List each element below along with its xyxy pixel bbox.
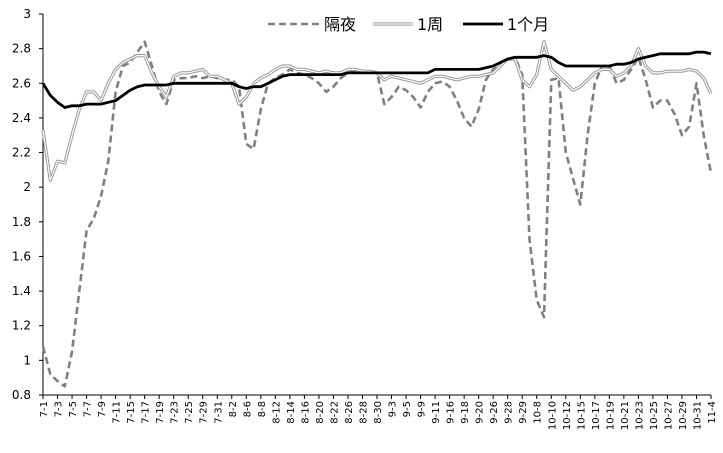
x-tick-label: 8-22 (329, 401, 340, 424)
y-tick-label: 2.4 (12, 111, 31, 125)
x-tick-label: 7-1 (39, 401, 50, 417)
series-line-1m (41, 50, 712, 109)
x-tick-label: 8-26 (344, 401, 355, 424)
x-tick-label: 9-5 (402, 401, 413, 417)
y-tick-label: 1.2 (12, 319, 31, 333)
x-tick-label: 11-4 (707, 401, 718, 424)
x-tick-label: 9-28 (504, 401, 515, 424)
x-tick-label: 8-8 (257, 401, 268, 417)
x-tick-label: 9-26 (489, 401, 500, 424)
x-tick-label: 10-12 (562, 401, 573, 430)
x-tick-label: 8-20 (315, 401, 326, 424)
y-tick-label: 1.6 (12, 249, 31, 263)
x-tick-label: 8-6 (242, 401, 253, 417)
x-tick-label: 7-15 (126, 401, 137, 424)
y-tick-label: 1.8 (12, 215, 31, 229)
x-tick-label: 8-30 (373, 401, 384, 424)
x-tick-label: 7-25 (184, 401, 195, 424)
x-tick-label: 9-18 (460, 401, 471, 424)
x-tick-label: 7-29 (199, 401, 210, 424)
x-tick-label: 10-8 (533, 401, 544, 424)
x-tick-label: 10-29 (678, 401, 689, 430)
x-tick-label: 10-10 (547, 401, 558, 430)
series-lines (41, 40, 713, 388)
x-tick-label: 7-9 (97, 401, 108, 417)
x-tick-label: 10-17 (591, 401, 602, 430)
x-tick-label: 7-31 (213, 401, 224, 424)
x-tick-label: 10-15 (576, 401, 587, 430)
legend: 隔夜 1周 1个月 (268, 15, 549, 34)
y-tick-label: 2 (23, 180, 31, 194)
x-tick-label: 10-19 (605, 401, 616, 430)
x-tick-label: 7-11 (112, 401, 123, 424)
y-tick-label: 1.4 (12, 284, 31, 298)
y-tick-label: 3 (23, 7, 31, 21)
x-tick-label: 9-20 (475, 401, 486, 424)
x-tick-label: 7-3 (54, 401, 65, 417)
x-tick-label: 10-27 (663, 401, 674, 430)
x-tick-label: 8-12 (271, 401, 282, 424)
legend-label: 隔夜 (324, 15, 356, 34)
x-tick-label: 10-21 (620, 401, 631, 430)
x-tick-label: 7-19 (155, 401, 166, 424)
x-tick-label: 8-14 (286, 401, 297, 424)
legend-label: 1个月 (507, 15, 549, 34)
x-tick-label: 7-17 (141, 401, 152, 424)
x-tick-label: 7-7 (83, 401, 94, 417)
x-tick-labels: 7-1 7-3 7-5 7-7 7-9 7-11 7-15 7-17 7-19 7-23 7-25 7… (39, 395, 718, 430)
x-tick-label: 9-9 (417, 401, 428, 417)
x-tick-label: 8-28 (358, 401, 369, 424)
x-tick-label: 9-29 (518, 401, 529, 424)
legend-label: 1周 (417, 15, 443, 34)
x-tick-label: 7-5 (68, 401, 79, 417)
x-tick-label: 9-11 (431, 401, 442, 424)
y-tick-label: 0.8 (12, 388, 31, 402)
y-tick-label: 2.6 (12, 76, 31, 90)
x-tick-label: 7-23 (170, 401, 181, 424)
x-tick-label: 10-31 (692, 401, 703, 430)
y-tick-label: 2.8 (12, 42, 31, 56)
x-tick-label: 8-2 (228, 401, 239, 417)
x-tick-label: 9-3 (388, 401, 399, 417)
x-tick-label: 9-16 (446, 401, 457, 424)
x-tick-label: 10-23 (634, 401, 645, 430)
y-tick-label: 1 (23, 353, 31, 367)
y-tick-labels: 0.8 1 1.2 1.4 1.6 1.8 2 2.2 2.4 2.6 2.8 3 (12, 7, 43, 402)
y-tick-label: 2.2 (12, 146, 31, 160)
x-tick-label: 10-25 (649, 401, 660, 430)
x-tick-label: 8-16 (300, 401, 311, 424)
